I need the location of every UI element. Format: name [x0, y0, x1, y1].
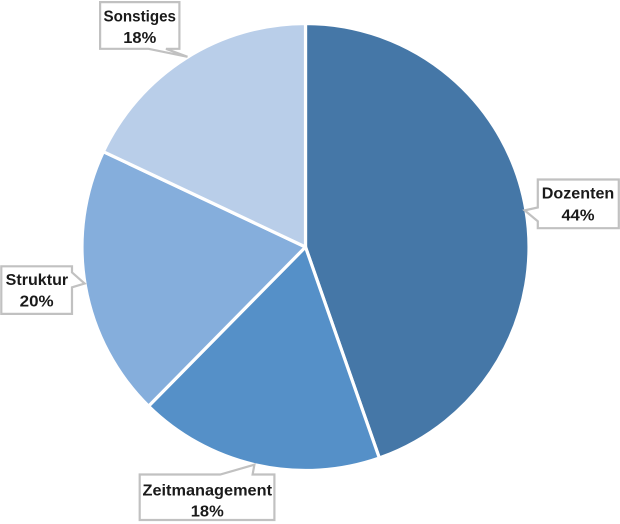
svg-text:Zeitmanagement: Zeitmanagement	[143, 483, 273, 500]
svg-text:18%: 18%	[191, 504, 224, 521]
svg-text:Sonstiges: Sonstiges	[104, 8, 177, 25]
svg-text:Dozenten: Dozenten	[542, 186, 615, 203]
svg-text:44%: 44%	[562, 208, 595, 225]
svg-text:20%: 20%	[20, 294, 54, 311]
svg-text:Struktur: Struktur	[6, 272, 69, 289]
svg-text:18%: 18%	[123, 30, 156, 47]
